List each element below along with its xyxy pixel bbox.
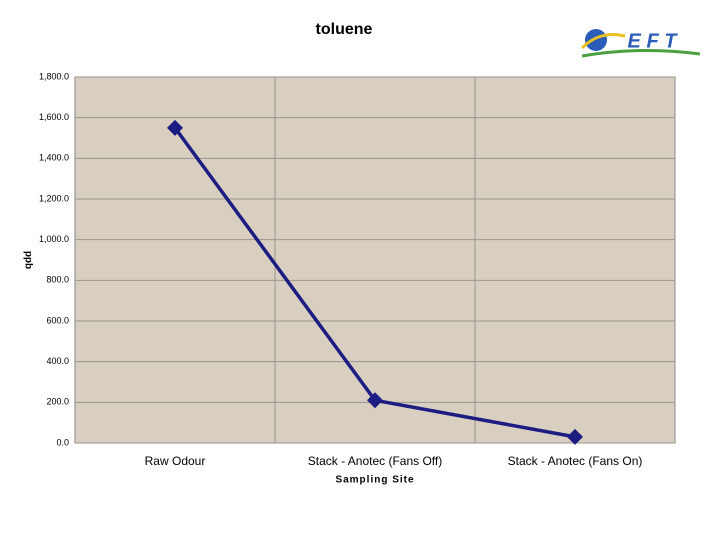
y-tick-label: 1,800.0 [39,71,69,81]
chart-title: toluene [316,21,373,38]
plot-area [74,76,676,444]
x-axis-label: Sampling Site [335,475,414,486]
data-point [567,428,583,445]
y-tick-label: 600.0 [46,315,69,325]
y-tick-label: 200.0 [46,397,69,407]
data-point [367,392,383,409]
y-tick-label: 1,000.0 [39,234,69,244]
logo: E F T [580,29,701,58]
x-tick-label: Stack - Anotec (Fans Off) [308,454,443,468]
x-tick-label: Raw Odour [145,454,206,468]
data-point [167,119,183,136]
y-tick-label: 0.0 [56,437,69,447]
x-tick-label: Stack - Anotec (Fans On) [508,454,643,468]
y-tick-label: 400.0 [46,356,69,366]
y-tick-label: 1,400.0 [39,153,69,163]
logo-globe [585,29,607,51]
y-tick-label: 1,200.0 [39,193,69,203]
logo-text: E F T [628,30,679,52]
logo-swoosh [580,33,626,50]
y-tick-label: 800.0 [46,275,69,285]
logo-swoosh [581,48,701,58]
y-tick-label: 1,600.0 [39,112,69,122]
y-axis-label: ppb [22,251,33,269]
